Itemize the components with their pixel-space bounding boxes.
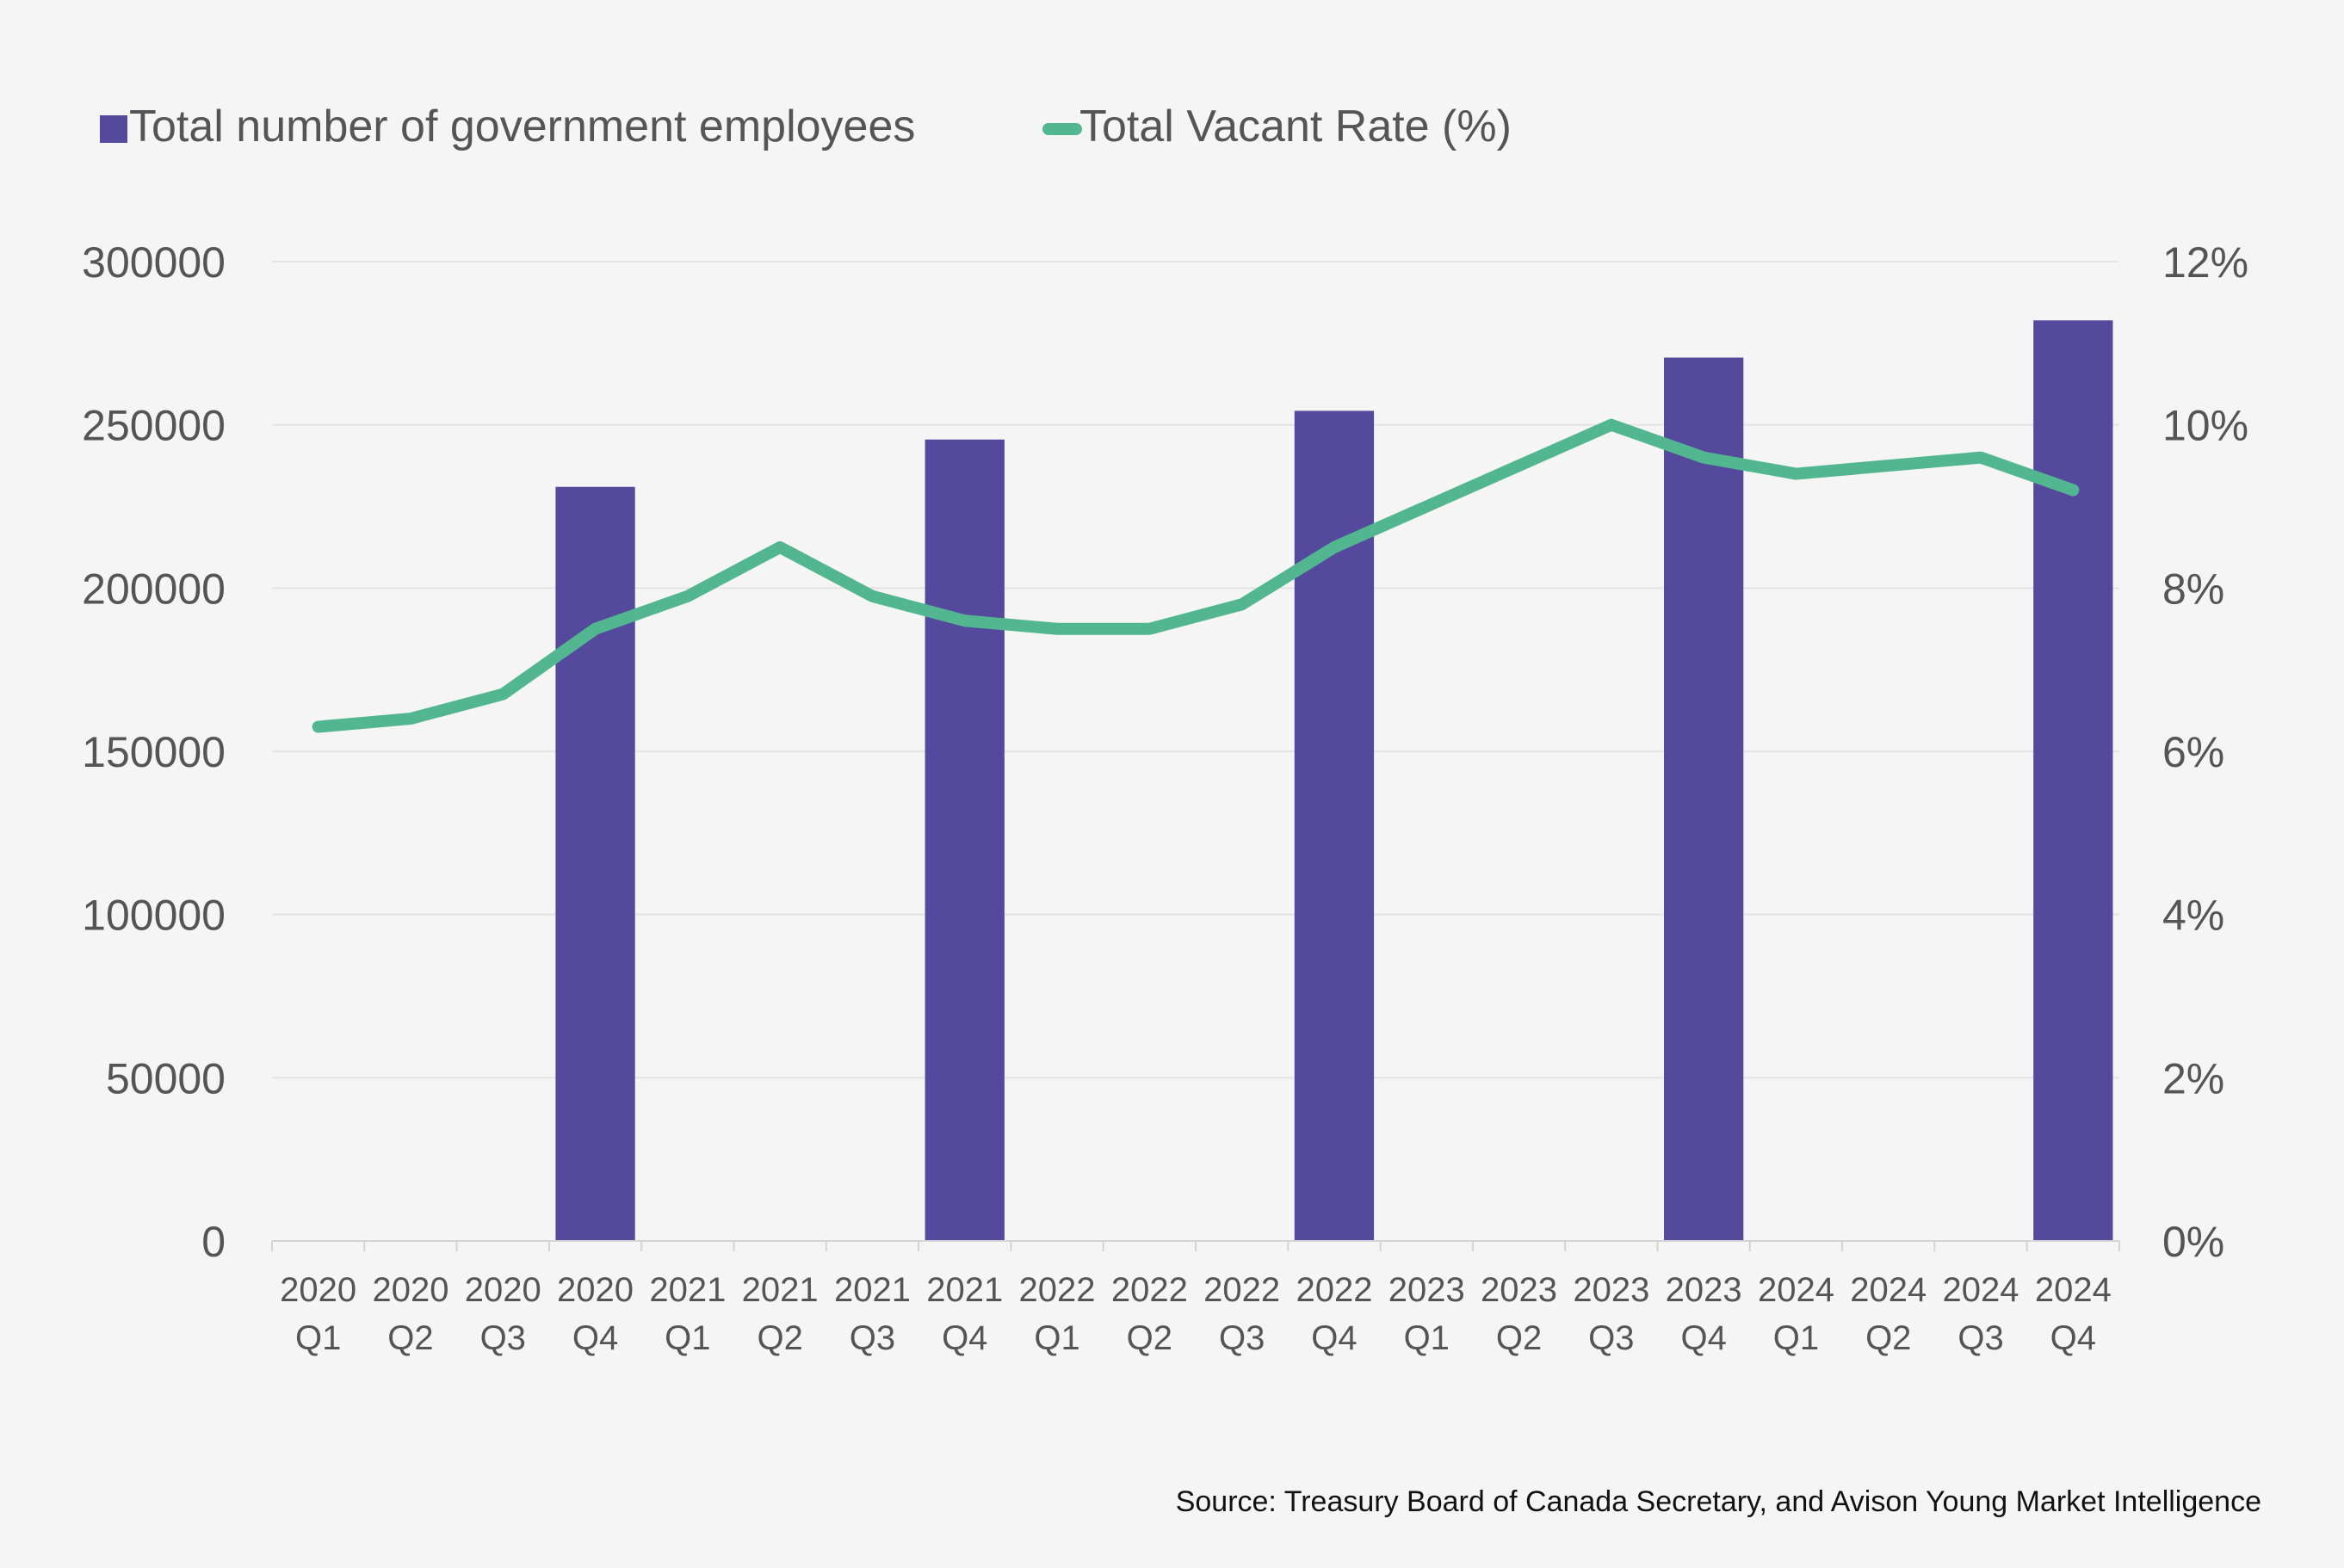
x-tick-label-year: 2024 (1943, 1271, 2019, 1309)
legend-bars-label: Total number of government employees (129, 102, 915, 151)
x-tick-label-year: 2021 (742, 1271, 819, 1309)
bar (925, 439, 1005, 1241)
line-point (1887, 465, 1889, 467)
x-tick-label-quarter: Q1 (665, 1319, 710, 1357)
left-axis-tick-label: 200000 (82, 565, 226, 613)
line-point (317, 725, 319, 728)
x-tick-label-quarter: Q3 (1219, 1319, 1265, 1357)
x-tick-label-quarter: Q4 (572, 1319, 618, 1357)
x-tick-label-year: 2021 (649, 1271, 726, 1309)
x-tick-label-quarter: Q1 (1773, 1319, 1819, 1357)
right-axis-tick-label: 12% (2162, 238, 2248, 287)
line-point (779, 546, 782, 548)
line-point (686, 595, 689, 597)
x-tick-label-quarter: Q4 (1680, 1319, 1726, 1357)
line-point (502, 693, 504, 695)
source-note: Source: Treasury Board of Canada Secreta… (1176, 1485, 2261, 1518)
line-point (1333, 546, 1335, 548)
line-point (1148, 627, 1151, 630)
line-point (1703, 456, 1705, 459)
x-tick-label-year: 2022 (1019, 1271, 1096, 1309)
x-tick-label-quarter: Q4 (942, 1319, 987, 1357)
left-y-axis: 0 50000 100000 150000 200000 250000 300000 (82, 238, 226, 1266)
legend-line-label: Total Vacant Rate (%) (1079, 102, 1512, 151)
x-tick-label-year: 2020 (280, 1271, 356, 1309)
x-tick-label-quarter: Q3 (850, 1319, 895, 1357)
gridlines (272, 261, 2119, 1079)
x-tick-label-quarter: Q4 (2050, 1319, 2096, 1357)
x-tick-label-year: 2023 (1388, 1271, 1465, 1309)
x-tick-label-quarter: Q1 (1034, 1319, 1079, 1357)
x-tick-label-year: 2022 (1111, 1271, 1188, 1309)
x-tick-label-year: 2020 (372, 1271, 448, 1309)
right-y-axis: 0% 2% 4% 6% 8% 10% 12% (2162, 238, 2248, 1266)
x-tick-label-year: 2020 (557, 1271, 634, 1309)
x-tick-label-year: 2022 (1203, 1271, 1280, 1309)
left-axis-tick-label: 150000 (82, 728, 226, 776)
right-axis-tick-label: 6% (2162, 728, 2224, 776)
legend-bar-swatch (100, 115, 127, 143)
x-tick-label-quarter: Q3 (1588, 1319, 1634, 1357)
x-tick-label-year: 2021 (926, 1271, 1003, 1309)
x-tick-label-year: 2022 (1296, 1271, 1372, 1309)
x-tick-label-year: 2024 (1758, 1271, 1834, 1309)
line-point (409, 718, 411, 720)
line-point (1610, 423, 1612, 426)
x-tick-label-year: 2024 (2035, 1271, 2112, 1309)
left-axis-tick-label: 0 (201, 1218, 226, 1266)
x-tick-label-year: 2021 (834, 1271, 911, 1309)
right-axis-tick-label: 0% (2162, 1218, 2224, 1266)
x-tick-label-quarter: Q2 (1496, 1319, 1542, 1357)
x-tick-label-quarter: Q2 (757, 1319, 802, 1357)
line-point (2072, 489, 2075, 491)
legend: Total number of government employees Tot… (100, 102, 1512, 151)
left-axis-tick-label: 300000 (82, 238, 226, 287)
left-axis-tick-label: 100000 (82, 892, 226, 940)
line-point (1240, 603, 1243, 606)
left-axis-tick-label: 50000 (106, 1054, 226, 1102)
line-point (1518, 465, 1520, 467)
line-series (312, 418, 2080, 733)
right-axis-tick-label: 4% (2162, 892, 2224, 940)
x-tick-label-year: 2023 (1481, 1271, 1557, 1309)
x-axis: 2020 Q1 2020 Q2 2020 Q3 2020 Q4 2021 Q1 2021 Q2 2021… (271, 1240, 2120, 1357)
x-tick-label-quarter: Q4 (1311, 1319, 1357, 1357)
line-point (1795, 472, 1797, 475)
right-axis-tick-label: 2% (2162, 1054, 2224, 1102)
x-tick-label-quarter: Q1 (295, 1319, 341, 1357)
line-point (1426, 505, 1428, 508)
x-tick-label-year: 2024 (1850, 1271, 1927, 1309)
line-point (1980, 456, 1982, 459)
x-tick-label-quarter: Q3 (1957, 1319, 2003, 1357)
right-axis-tick-label: 8% (2162, 565, 2224, 613)
bar (555, 486, 635, 1241)
x-tick-label-year: 2023 (1573, 1271, 1649, 1309)
bar (2033, 320, 2113, 1241)
left-axis-tick-label: 250000 (82, 402, 226, 450)
line-point (594, 627, 597, 630)
x-tick-label-year: 2020 (465, 1271, 541, 1309)
line-point (963, 620, 966, 622)
x-tick-label-quarter: Q1 (1404, 1319, 1450, 1357)
x-tick-label-quarter: Q2 (1865, 1319, 1911, 1357)
bar-series (555, 320, 2113, 1242)
x-tick-label-quarter: Q2 (387, 1319, 433, 1357)
x-tick-label-quarter: Q3 (480, 1319, 526, 1357)
line-point (1056, 627, 1059, 630)
x-tick-label-year: 2023 (1666, 1271, 1742, 1309)
vacancy-rate-line (312, 418, 2080, 733)
x-tick-label-quarter: Q2 (1127, 1319, 1172, 1357)
right-axis-tick-label: 10% (2162, 402, 2248, 450)
line-point (871, 595, 874, 597)
bar (1664, 357, 1744, 1242)
